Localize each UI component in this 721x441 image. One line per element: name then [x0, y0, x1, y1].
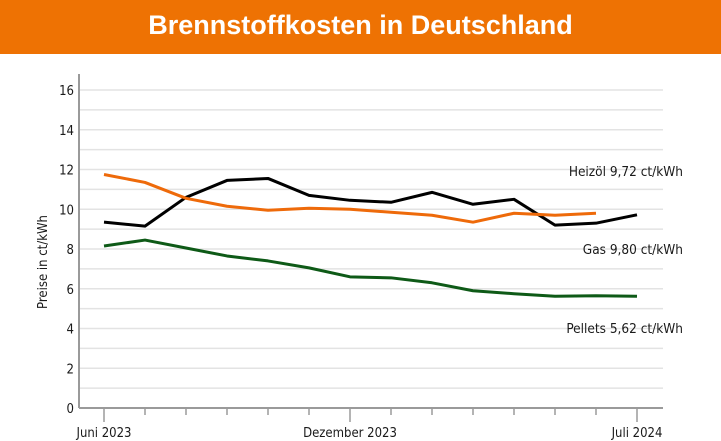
series-label-heizöl: Heizöl 9,72 ct/kWh [569, 164, 683, 180]
series-label-pellets: Pellets 5,62 ct/kWh [566, 321, 683, 337]
y-tick-label: 14 [59, 124, 74, 139]
y-tick-label: 8 [67, 243, 74, 258]
series-line-gas [103, 172, 597, 224]
x-tick-label: Juli 2024 [611, 426, 663, 441]
series-line-heizöl [103, 176, 638, 228]
y-axis-label: Preise in ct/kWh [36, 215, 51, 309]
y-tick-label: 12 [59, 164, 74, 179]
y-tick-label: 4 [67, 323, 74, 338]
y-tick-label: 10 [59, 203, 74, 218]
x-tick-label: Juni 2023 [76, 426, 132, 441]
y-tick-label: 6 [67, 283, 74, 298]
series-label-gas: Gas 9,80 ct/kWh [583, 242, 683, 258]
y-tick-label: 16 [59, 84, 74, 99]
y-tick-label: 0 [67, 402, 74, 417]
y-tick-label: 2 [67, 362, 74, 377]
x-tick-label: Dezember 2023 [303, 426, 397, 441]
chart-title: Brennstoffkosten in Deutschland [0, 0, 721, 54]
series-line-pellets [103, 238, 638, 298]
